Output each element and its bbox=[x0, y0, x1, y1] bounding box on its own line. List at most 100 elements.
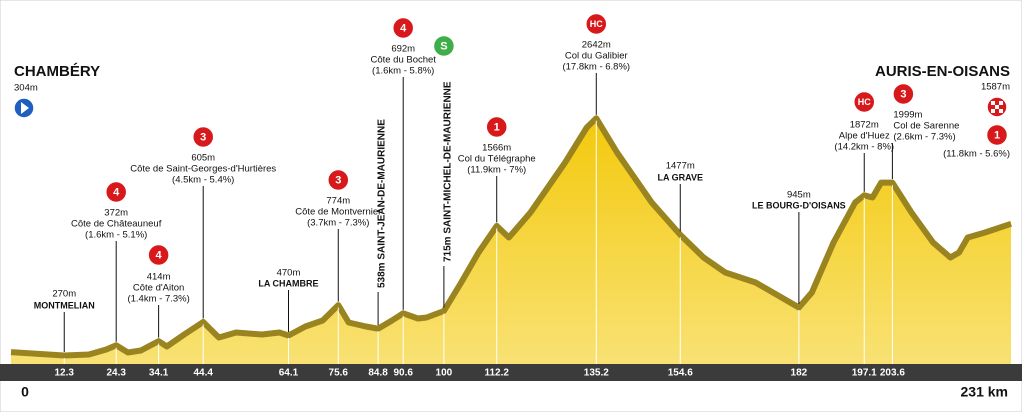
annotation-detail: (1.4km - 7.3%) bbox=[127, 294, 189, 305]
badge-label: HC bbox=[858, 97, 871, 107]
x-tick-label: 182 bbox=[791, 368, 808, 379]
category-badge bbox=[147, 243, 170, 267]
annotation: 1 1587m AURIS-EN-OISANS (11.8km - 5.6%) bbox=[875, 63, 1010, 160]
finish-check bbox=[991, 101, 995, 105]
x-tick-label: 100 bbox=[436, 368, 453, 379]
annotation-name: Côte de Montvernier bbox=[295, 207, 381, 218]
badge-label: 3 bbox=[900, 88, 906, 100]
profile-area bbox=[11, 115, 1011, 381]
annotation-name: Col du Télégraphe bbox=[458, 154, 536, 165]
x-tick-label: 24.3 bbox=[106, 368, 126, 379]
annotation-name: Côte d'Aiton bbox=[133, 283, 184, 294]
category-badge bbox=[432, 34, 456, 58]
annotation-elevation: 774m bbox=[326, 196, 350, 207]
badge-label: HC bbox=[590, 19, 603, 29]
x-tick-label: 44.4 bbox=[193, 368, 213, 379]
annotation-name: AURIS-EN-OISANS bbox=[875, 63, 1010, 80]
x-tick-label: 112.2 bbox=[484, 368, 509, 379]
annotation-elevation: 605m bbox=[191, 153, 215, 164]
start-arrow bbox=[21, 102, 29, 114]
vertical-label: 715m SAINT-MICHEL-DE-MAURIENNE bbox=[443, 81, 454, 262]
category-badge bbox=[191, 125, 215, 149]
badge-label: 1 bbox=[494, 121, 500, 133]
category-badge bbox=[104, 180, 128, 204]
vertical-label: 538m SAINT-JEAN-DE-MAURIENNE bbox=[377, 119, 388, 288]
finish-check bbox=[999, 101, 1003, 105]
x-tick-label: 12.3 bbox=[55, 368, 75, 379]
x-tick-label: 197.1 bbox=[852, 368, 877, 379]
annotation-detail: (11.9km - 7%) bbox=[467, 165, 526, 176]
x-tick-label: 0 bbox=[21, 384, 29, 400]
badge-label: S bbox=[440, 40, 447, 52]
annotation-name: LA GRAVE bbox=[658, 172, 704, 182]
annotation-elevation: 1587m bbox=[981, 82, 1010, 93]
category-badge bbox=[985, 123, 1009, 147]
annotation-name: LA CHAMBRE bbox=[258, 278, 318, 288]
annotation-name: Alpe d'Huez bbox=[839, 131, 890, 142]
annotation-name: Col de Sarenne bbox=[893, 121, 959, 132]
annotation-elevation: 1999m bbox=[893, 110, 922, 121]
x-tick-label: 203.6 bbox=[880, 368, 905, 379]
annotation-elevation: 304m bbox=[14, 83, 38, 94]
finish-check bbox=[991, 109, 995, 113]
x-tick-label: 135.2 bbox=[584, 368, 609, 379]
annotation-name: Côte du Bochet bbox=[370, 55, 436, 66]
x-tick-label: 90.6 bbox=[393, 368, 413, 379]
annotation-name: Col du Galibier bbox=[565, 51, 628, 62]
annotation-elevation: 270m bbox=[52, 289, 76, 300]
annotation-detail: (3.7km - 7.3%) bbox=[307, 218, 369, 229]
annotation-name: Côte de Châteauneuf bbox=[71, 219, 162, 230]
annotation: 304m CHAMBÉRY bbox=[13, 63, 100, 119]
x-tick-label: 75.6 bbox=[329, 368, 349, 379]
x-tick-label: 231 km bbox=[961, 384, 1008, 400]
annotation-elevation: 1566m bbox=[482, 143, 511, 154]
profile-ridge bbox=[10, 115, 1012, 359]
axis-band bbox=[0, 364, 1022, 381]
annotation-name: CHAMBÉRY bbox=[14, 63, 100, 80]
annotation: 538m SAINT-JEAN-DE-MAURIENNE bbox=[377, 119, 388, 326]
annotation-elevation: 692m bbox=[391, 44, 415, 55]
x-tick-label: 84.8 bbox=[368, 368, 388, 379]
category-badge bbox=[391, 16, 415, 40]
badge-label: 4 bbox=[113, 186, 120, 198]
badge-label: 1 bbox=[994, 129, 1000, 141]
annotation: S 715m SAINT-MICHEL-DE-MAURIENNE bbox=[432, 34, 456, 308]
category-badge bbox=[327, 168, 350, 192]
annotation-elevation: 2642m bbox=[582, 40, 611, 51]
annotation-detail: (4.5km - 5.4%) bbox=[172, 175, 234, 186]
annotation-detail: (11.8km - 5.6%) bbox=[943, 149, 1010, 160]
category-badge bbox=[852, 90, 876, 114]
annotation-elevation: 945m bbox=[787, 190, 811, 201]
x-tick-label: 34.1 bbox=[149, 368, 169, 379]
annotation-detail: (17.8km - 6.8%) bbox=[562, 62, 630, 73]
x-tick-label: 154.6 bbox=[668, 368, 693, 379]
annotation-elevation: 372m bbox=[104, 208, 128, 219]
annotation-detail: (1.6km - 5.1%) bbox=[85, 230, 147, 241]
badge-label: 4 bbox=[400, 22, 407, 34]
category-badge bbox=[892, 82, 915, 106]
annotation-elevation: 1872m bbox=[850, 120, 879, 131]
badge-label: 3 bbox=[200, 131, 206, 143]
annotation-detail: (1.6km - 5.8%) bbox=[372, 66, 434, 77]
annotation-name: Côte de Saint-Georges-d'Hurtières bbox=[130, 164, 276, 175]
category-badge bbox=[585, 12, 608, 36]
annotation-detail: (2.6km - 7.3%) bbox=[893, 132, 955, 143]
finish-check bbox=[999, 109, 1003, 113]
annotation-name: LE BOURG-D'OISANS bbox=[752, 200, 846, 210]
badge-label: 3 bbox=[335, 174, 341, 186]
annotation-elevation: 1477m bbox=[666, 161, 695, 172]
annotation-detail: (14.2km - 8%) bbox=[834, 142, 894, 153]
